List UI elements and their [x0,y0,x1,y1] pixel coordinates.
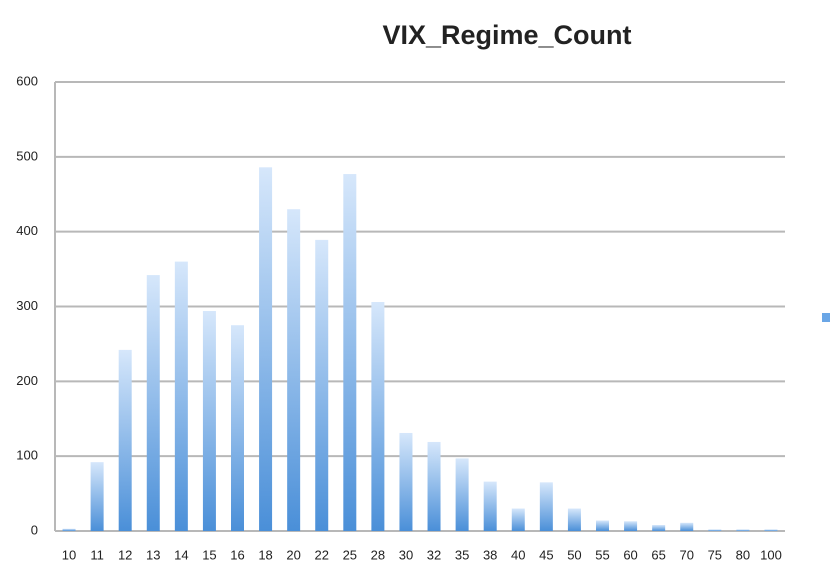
x-tick-label: 16 [230,547,244,562]
y-tick-label: 300 [16,298,38,313]
bar [371,302,385,531]
bar [567,508,581,531]
bar [455,458,469,531]
y-tick-label: 600 [16,73,38,88]
bar [343,174,357,532]
bar [539,482,553,531]
x-tick-label: 25 [343,547,357,562]
bar [259,167,273,531]
x-tick-label: 13 [146,547,160,562]
x-tick-label: 32 [427,547,441,562]
x-tick-label: 14 [174,547,188,562]
bar [174,261,188,531]
bar [146,275,160,531]
bar [511,508,525,531]
x-tick-label: 45 [539,547,553,562]
x-tick-label: 40 [511,547,525,562]
bar [399,432,413,531]
y-tick-label: 200 [16,373,38,388]
x-tick-label: 80 [736,547,750,562]
x-tick-label: 50 [567,547,581,562]
bar [680,522,694,531]
x-tick-label: 22 [314,547,328,562]
x-tick-label: 15 [202,547,216,562]
x-tick-label: 10 [62,547,76,562]
bar [118,349,132,531]
x-tick-label: 100 [760,547,782,562]
x-tick-label: 60 [623,547,637,562]
y-tick-label: 500 [16,148,38,163]
x-tick-label: 30 [399,547,413,562]
bar [231,325,244,531]
x-tick-label: 55 [595,547,609,562]
bar [427,441,441,531]
legend-marker [822,313,830,322]
chart-title: VIX_Regime_Count [382,20,631,50]
x-tick-label: 70 [679,547,693,562]
y-tick-label: 100 [16,448,38,463]
bar [736,529,750,531]
y-tick-label: 400 [16,223,38,238]
x-tick-label: 12 [118,547,132,562]
x-tick-label: 38 [483,547,497,562]
x-tick-label: 35 [455,547,469,562]
bar [483,481,497,531]
bar [708,529,722,531]
bar [202,310,216,531]
bar [652,525,666,531]
y-tick-label: 0 [31,522,38,537]
x-tick-label: 75 [708,547,722,562]
x-tick-label: 65 [651,547,665,562]
x-tick-label: 20 [286,547,300,562]
x-tick-label: 28 [371,547,385,562]
bar [596,520,609,531]
x-tick-label: 11 [90,547,104,562]
x-tick-label: 18 [258,547,272,562]
bar [624,521,638,531]
bar [764,529,778,531]
bar [62,528,76,531]
bar [315,239,329,532]
bar [287,209,301,531]
bar [90,462,104,531]
